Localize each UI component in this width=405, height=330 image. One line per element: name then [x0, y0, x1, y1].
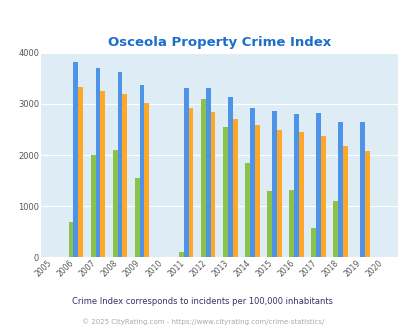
Bar: [139, 84, 144, 257]
Bar: [78, 87, 83, 257]
Bar: [298, 132, 303, 257]
Bar: [183, 88, 188, 257]
Bar: [100, 91, 105, 257]
Bar: [337, 122, 342, 257]
Bar: [68, 222, 73, 257]
Bar: [122, 94, 127, 257]
Bar: [134, 178, 139, 257]
Bar: [245, 163, 249, 257]
Bar: [364, 151, 369, 257]
Bar: [254, 125, 259, 257]
Bar: [179, 252, 183, 257]
Text: Crime Index corresponds to incidents per 100,000 inhabitants: Crime Index corresponds to incidents per…: [72, 297, 333, 307]
Bar: [288, 190, 293, 257]
Bar: [320, 136, 325, 257]
Bar: [117, 72, 122, 257]
Bar: [210, 112, 215, 257]
Bar: [266, 191, 271, 257]
Bar: [232, 119, 237, 257]
Bar: [73, 62, 78, 257]
Bar: [188, 108, 193, 257]
Bar: [333, 201, 337, 257]
Bar: [200, 99, 205, 257]
Bar: [249, 108, 254, 257]
Text: © 2025 CityRating.com - https://www.cityrating.com/crime-statistics/: © 2025 CityRating.com - https://www.city…: [82, 318, 323, 325]
Bar: [271, 111, 276, 257]
Bar: [95, 68, 100, 257]
Bar: [90, 155, 95, 257]
Bar: [342, 147, 347, 257]
Bar: [222, 127, 227, 257]
Title: Osceola Property Crime Index: Osceola Property Crime Index: [107, 36, 330, 49]
Bar: [227, 97, 232, 257]
Bar: [293, 114, 298, 257]
Bar: [276, 130, 281, 257]
Bar: [311, 228, 315, 257]
Bar: [315, 113, 320, 257]
Bar: [144, 103, 149, 257]
Bar: [113, 150, 117, 257]
Bar: [359, 122, 364, 257]
Bar: [205, 88, 210, 257]
